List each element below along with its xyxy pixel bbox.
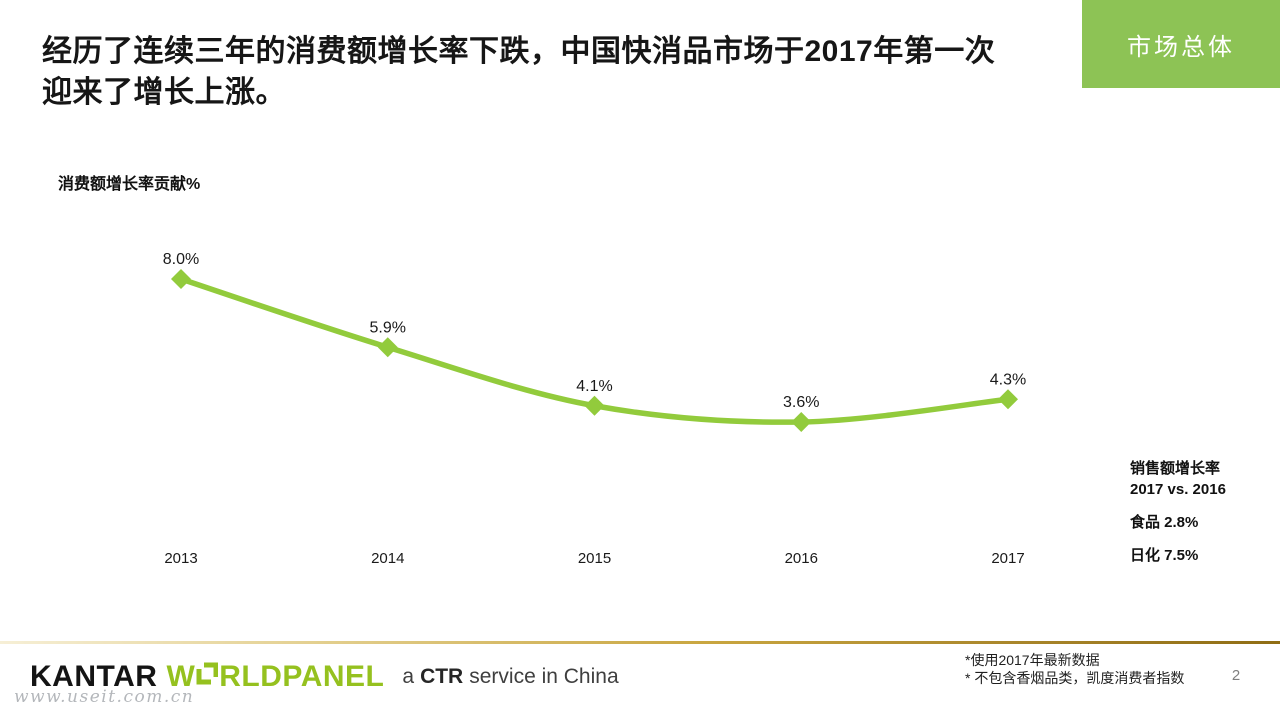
slide-title-line-1: 经历了连续三年的消费额增长率下跌，中国快消品市场于2017年第一次 <box>42 35 996 68</box>
logo-worldpanel-prefix: W <box>166 660 196 693</box>
data-point-label-2013: 8.0% <box>163 251 199 268</box>
slide-title: 经历了连续三年的消费额增长率下跌，中国快消品市场于2017年第一次 迎来了增长上… <box>42 31 1072 113</box>
section-badge-label: 市场总体 <box>1127 33 1235 61</box>
watermark: www.useit.com.cn <box>14 687 195 707</box>
kantar-worldpanel-logo: KANTAR W RLDPANEL a CTR service in China <box>30 660 619 694</box>
data-point-marker-2015 <box>584 395 605 416</box>
x-axis-label-2014: 2014 <box>371 550 404 567</box>
data-point-label-2015: 4.1% <box>576 378 612 395</box>
footnote-1: *使用2017年最新数据 <box>965 652 1100 668</box>
slide-title-line-2: 迎来了增长上涨。 <box>42 76 286 109</box>
section-badge: 市场总体 <box>1082 0 1280 88</box>
x-axis-label-2017: 2017 <box>991 550 1024 567</box>
footnotes: *使用2017年最新数据 * 不包含香烟品类，凯度消费者指数 <box>965 651 1184 687</box>
logo-worldpanel-text: W RLDPANEL <box>166 660 384 694</box>
logo-kantar-text: KANTAR <box>30 660 158 693</box>
data-point-label-2017: 4.3% <box>990 371 1026 388</box>
x-axis-label-2013: 2013 <box>164 550 197 567</box>
page-number: 2 <box>1231 667 1241 684</box>
tagline-a: a <box>402 665 415 688</box>
side-note: 销售额增长率 2017 vs. 2016 食品 2.8% 日化 7.5% <box>1130 458 1270 566</box>
x-axis-label-2015: 2015 <box>578 550 611 567</box>
data-point-marker-2016 <box>791 412 812 432</box>
data-point-label-2014: 5.9% <box>370 319 406 336</box>
side-note-food-value: 食品 2.8% <box>1130 514 1199 531</box>
data-point-marker-2017 <box>998 389 1018 410</box>
x-axis-label-2016: 2016 <box>785 550 818 567</box>
footnote-2: * 不包含香烟品类，凯度消费者指数 <box>965 670 1185 686</box>
data-point-marker-2014 <box>377 337 398 358</box>
logo-worldpanel-suffix: RLDPANEL <box>219 660 385 693</box>
worldpanel-o-icon <box>196 660 219 694</box>
logo-tagline: a CTR service in China <box>402 665 618 689</box>
data-point-label-2016: 3.6% <box>783 394 819 411</box>
side-note-title-line-2: 2017 vs. 2016 <box>1130 481 1226 498</box>
data-point-marker-2013 <box>171 269 191 289</box>
tagline-rest: service in China <box>469 665 619 688</box>
chart-axis-title: 消费额增长率贡献% <box>58 176 201 193</box>
footer-divider <box>0 641 1280 644</box>
side-note-title-line-1: 销售额增长率 <box>1130 460 1221 477</box>
side-note-personal-care-value: 日化 7.5% <box>1130 547 1199 564</box>
tagline-ctr: CTR <box>420 665 464 688</box>
